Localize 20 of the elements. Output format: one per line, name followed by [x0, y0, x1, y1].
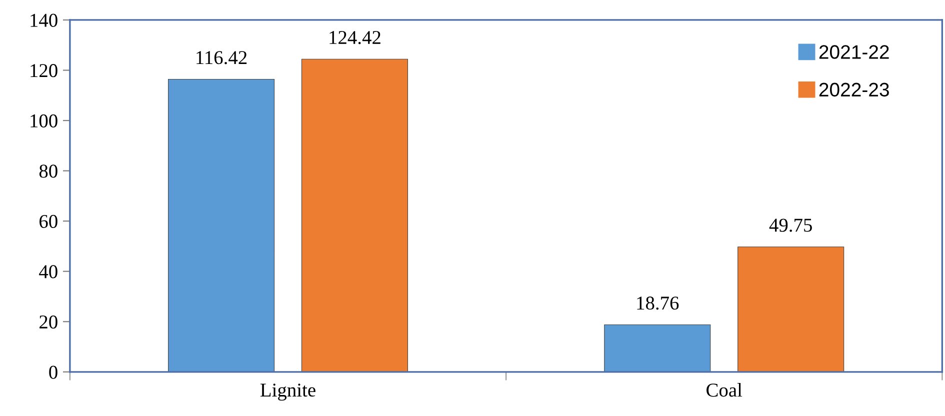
- bar: [301, 58, 408, 372]
- y-tick-label: 100: [30, 114, 58, 128]
- y-tick-label: 140: [30, 14, 58, 27]
- y-tick-label: 0: [49, 366, 58, 379]
- y-tick-label: 120: [30, 64, 58, 78]
- legend-label: 2022-23: [819, 82, 889, 97]
- bar: [604, 324, 711, 372]
- x-tick-label: Coal: [706, 383, 742, 397]
- bar: [168, 78, 275, 372]
- y-tick-label: 40: [39, 265, 58, 278]
- data-label: 49.75: [769, 218, 812, 232]
- x-tick-label: Lignite: [260, 384, 316, 401]
- y-tick-label: 20: [40, 315, 58, 329]
- bar: [738, 246, 844, 372]
- data-label: 116.42: [196, 51, 247, 64]
- y-tick-label: 60: [40, 214, 58, 228]
- y-tick-label: 80: [39, 164, 58, 178]
- legend-label: 2021-22: [819, 45, 889, 59]
- data-label: 18.76: [637, 296, 679, 310]
- data-label: 124.42: [330, 31, 380, 44]
